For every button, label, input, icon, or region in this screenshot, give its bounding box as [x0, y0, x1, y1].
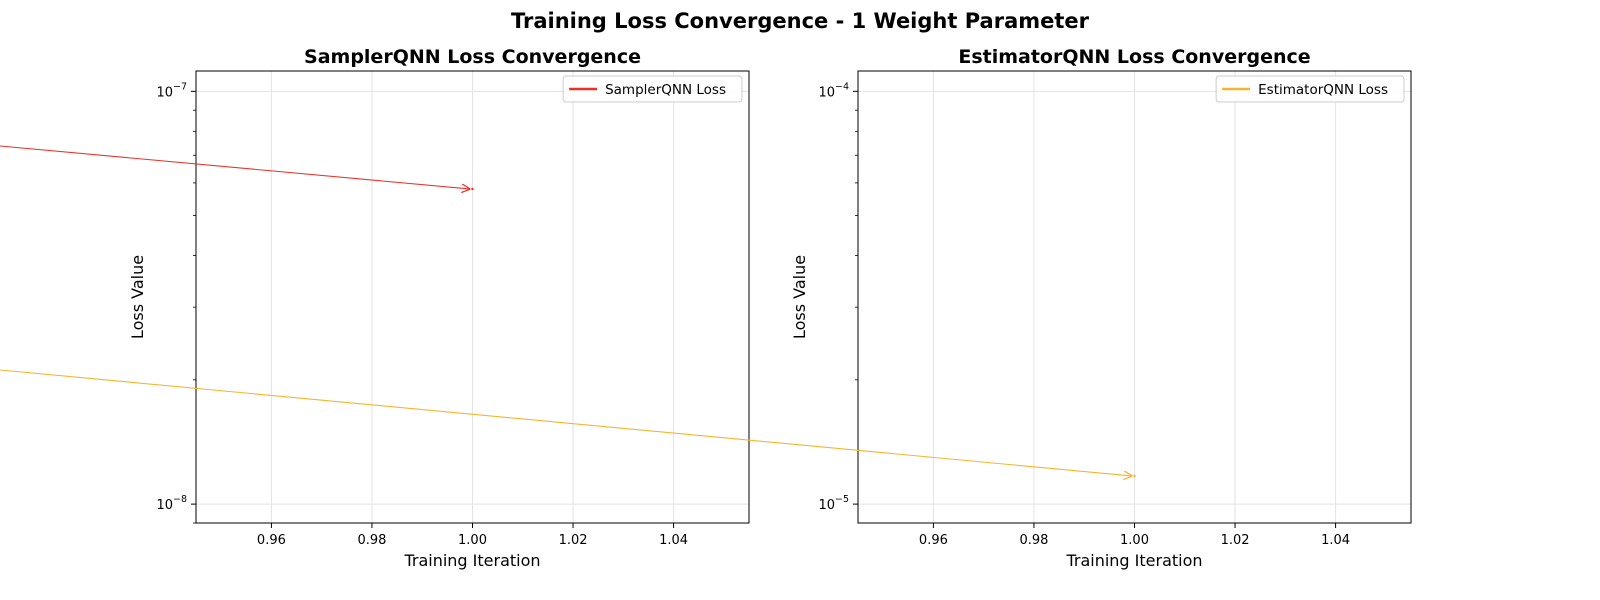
estimator-legend-label: EstimatorQNN Loss: [1258, 82, 1388, 98]
sampler-data-point: [471, 187, 474, 191]
sampler-legend-label: SamplerQNN Loss: [605, 82, 726, 98]
sampler-x-ticks: 0.96 0.98 1.00 1.02 1.04: [257, 523, 688, 548]
estimator-x-tick-label: 1.04: [1321, 533, 1350, 548]
sampler-legend-box: [562, 75, 743, 103]
sampler-panel: 0.96 0.98 1.00 1.02 1.04 10−8 10−7 SamplerQNN…: [128, 46, 750, 570]
estimator-legend-box: [1215, 75, 1405, 103]
estimator-annotation-arrow: [0, 369, 1132, 476]
sampler-x-tick-label: 1.00: [458, 533, 487, 548]
sampler-legend: SamplerQNN Loss: [562, 75, 743, 103]
sampler-x-label: Training Iteration: [403, 551, 540, 570]
annotation-arrows: [0, 145, 1132, 476]
estimator-y-tick-label: 10−4: [818, 81, 849, 100]
estimator-grid: [858, 71, 1411, 523]
sampler-x-tick-label: 1.04: [659, 533, 688, 548]
estimator-y-label: Loss Value: [790, 255, 809, 339]
estimator-x-tick-label: 1.00: [1120, 533, 1149, 548]
sampler-x-tick-label: 0.96: [257, 533, 286, 548]
estimator-data-point: [1133, 474, 1136, 478]
estimator-x-ticks: 0.96 0.98 1.00 1.02 1.04: [919, 523, 1350, 548]
estimator-x-tick-label: 1.02: [1221, 533, 1250, 548]
estimator-marks: [1133, 474, 1136, 478]
sampler-y-label: Loss Value: [128, 255, 147, 339]
estimator-title: EstimatorQNN Loss Convergence: [958, 46, 1310, 68]
estimator-x-label: Training Iteration: [1065, 551, 1202, 570]
sampler-x-tick-label: 0.98: [357, 533, 386, 548]
estimator-x-tick-label: 0.98: [1019, 533, 1048, 548]
estimator-y-ticks: 10−5 10−4: [818, 81, 858, 513]
estimator-y-tick-label: 10−5: [818, 494, 849, 513]
sampler-x-tick-label: 1.02: [559, 533, 588, 548]
estimator-panel: 0.96 0.98 1.00 1.02 1.04 10−5 10−4 EstimatorQ…: [790, 46, 1412, 570]
sampler-marks: [471, 187, 474, 191]
sampler-y-tick-label: 10−8: [156, 494, 187, 513]
estimator-x-tick-label: 0.96: [919, 533, 948, 548]
figure-title: Training Loss Convergence - 1 Weight Par…: [511, 9, 1090, 33]
sampler-annotation-arrow: [0, 145, 470, 189]
sampler-grid: [196, 71, 749, 523]
estimator-legend: EstimatorQNN Loss: [1215, 75, 1405, 103]
sampler-y-tick-label: 10−7: [156, 81, 187, 100]
sampler-y-ticks: 10−8 10−7: [156, 81, 196, 524]
sampler-title: SamplerQNN Loss Convergence: [304, 46, 641, 68]
